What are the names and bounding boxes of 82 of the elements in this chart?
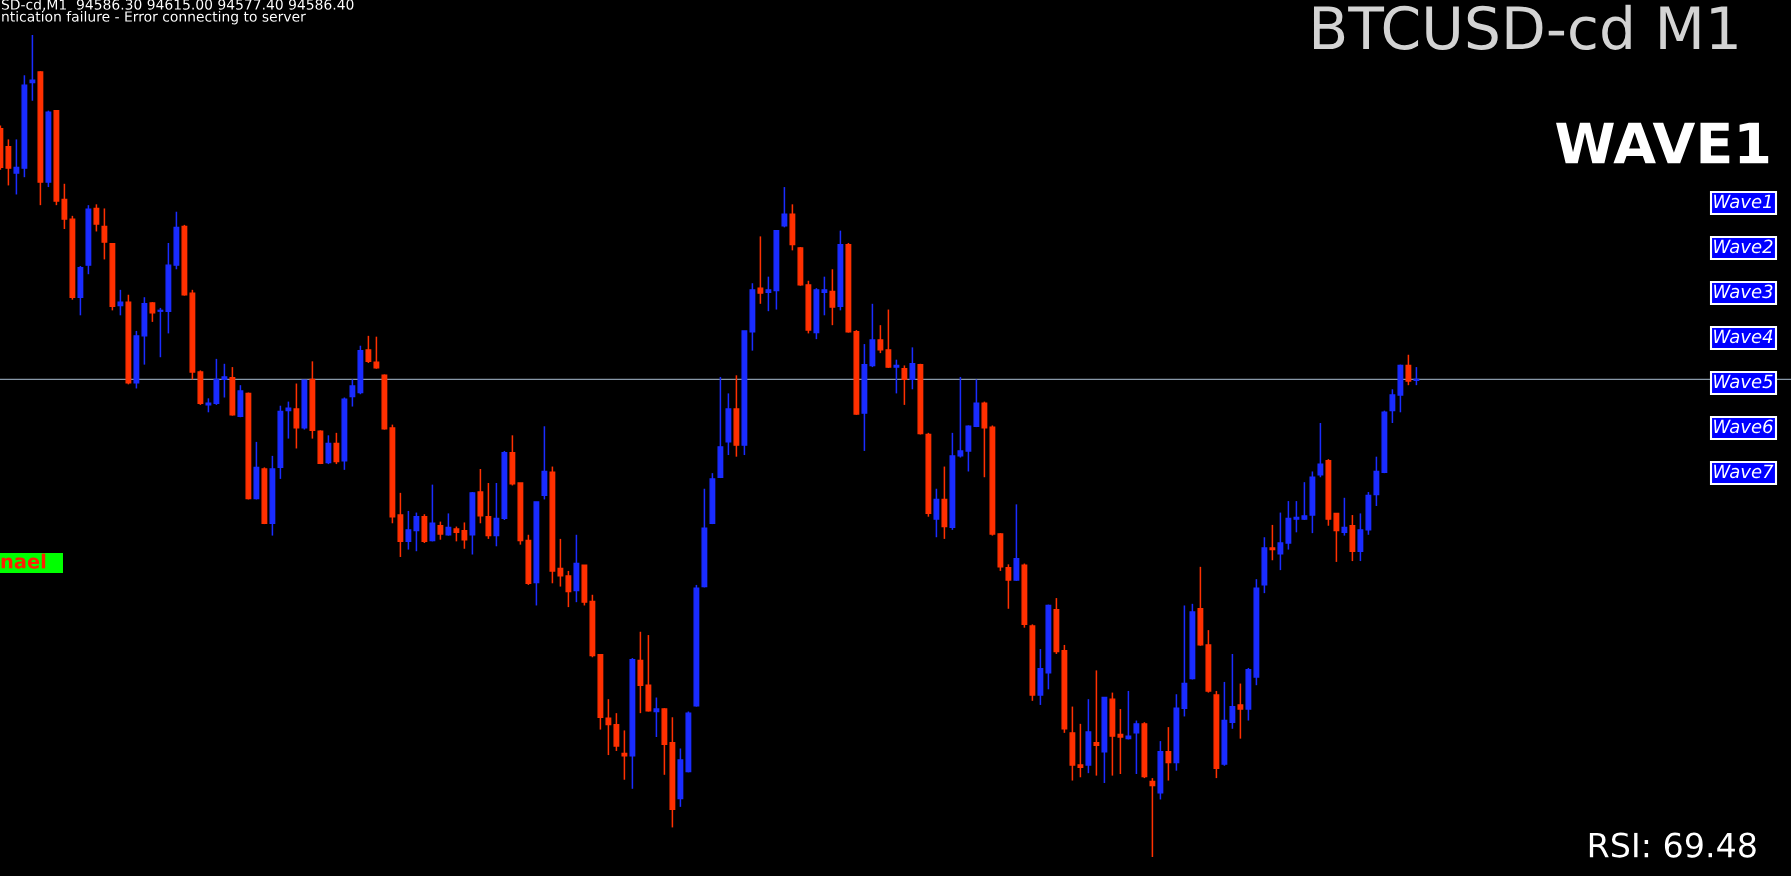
candlestick xyxy=(1405,353,1412,386)
candlestick xyxy=(325,434,332,465)
candlestick xyxy=(605,698,612,756)
candlestick xyxy=(477,468,484,525)
candlestick xyxy=(373,335,380,370)
candlestick xyxy=(437,520,444,541)
candlestick xyxy=(1301,481,1308,521)
candlestick xyxy=(613,712,620,752)
candlestick xyxy=(933,487,940,539)
candlestick xyxy=(333,432,340,465)
candlestick xyxy=(93,203,100,233)
candlestick xyxy=(1333,512,1340,563)
candlestick xyxy=(1133,719,1140,775)
candlestick xyxy=(1373,455,1380,507)
candlestick xyxy=(781,186,788,229)
candlestick xyxy=(909,346,916,391)
text: Wave1 xyxy=(1714,194,1771,209)
candlestick xyxy=(1149,777,1156,858)
candlestick xyxy=(221,363,228,399)
text: Wave6 xyxy=(1714,419,1773,434)
candlestick xyxy=(365,335,372,364)
candlestick xyxy=(149,301,156,323)
candlestick xyxy=(565,570,572,608)
candlestick xyxy=(1357,512,1364,562)
candlestick xyxy=(653,696,660,738)
candlestick xyxy=(1341,497,1348,537)
text: RSI: 69.48 xyxy=(1589,832,1756,858)
candlestick xyxy=(61,183,68,230)
candlestick xyxy=(213,358,220,406)
candlestick xyxy=(1277,511,1284,571)
candlestick xyxy=(429,483,436,543)
text: Wave5 xyxy=(1714,374,1773,389)
candlestick xyxy=(957,376,964,459)
candlestick xyxy=(349,378,356,408)
candlestick xyxy=(1389,388,1396,424)
candlestick xyxy=(1013,503,1020,582)
text: SD-cd,M1 94586.30 94615.00 94577.40 94586.40 xyxy=(1,0,354,12)
candlestick xyxy=(973,378,980,428)
candlestick xyxy=(1093,669,1100,777)
candlestick xyxy=(541,425,548,501)
candlestick xyxy=(1317,422,1324,479)
candlestick xyxy=(1293,500,1300,534)
candlestick xyxy=(405,510,412,551)
candlestick xyxy=(1117,708,1124,775)
candlestick xyxy=(157,307,164,358)
chart-title: BTCUSD-cd M1 xyxy=(1313,4,1737,50)
annotation: nael xyxy=(1,553,46,569)
candlestick xyxy=(293,382,300,450)
candlestick xyxy=(413,511,420,552)
text: Wave7 xyxy=(1714,464,1774,479)
candlestick xyxy=(101,207,108,261)
candlestick xyxy=(765,275,772,312)
candlestick xyxy=(901,364,908,406)
text: Wave2 xyxy=(1714,239,1773,254)
candlestick xyxy=(621,729,628,781)
candlestick xyxy=(1237,682,1244,740)
candlestick xyxy=(445,512,452,537)
candlestick xyxy=(485,482,492,540)
candlestick xyxy=(1125,690,1132,741)
candlestick xyxy=(877,324,884,354)
candlestick xyxy=(821,275,828,317)
candlestick xyxy=(893,358,900,395)
candlestick xyxy=(557,538,564,588)
candlestick xyxy=(1077,723,1084,779)
candlestick xyxy=(1165,726,1172,782)
text: WAVE1 xyxy=(1556,122,1769,164)
candlestick xyxy=(757,235,764,305)
candlestick xyxy=(829,268,836,326)
candlestick xyxy=(1229,653,1236,730)
candlestick xyxy=(117,289,124,317)
candlestick xyxy=(1413,366,1420,386)
candlestick xyxy=(885,308,892,369)
candlestick xyxy=(1005,563,1012,610)
candlestick xyxy=(1269,524,1276,562)
candlestick xyxy=(285,400,292,440)
candlestick xyxy=(13,138,20,196)
text: ntication failure - Error connecting to server xyxy=(2,11,306,25)
candlestick xyxy=(461,521,468,550)
text: Wave3 xyxy=(1714,284,1773,299)
candlestick xyxy=(5,138,12,187)
candlestick xyxy=(493,482,500,548)
text: Wave4 xyxy=(1714,329,1773,344)
